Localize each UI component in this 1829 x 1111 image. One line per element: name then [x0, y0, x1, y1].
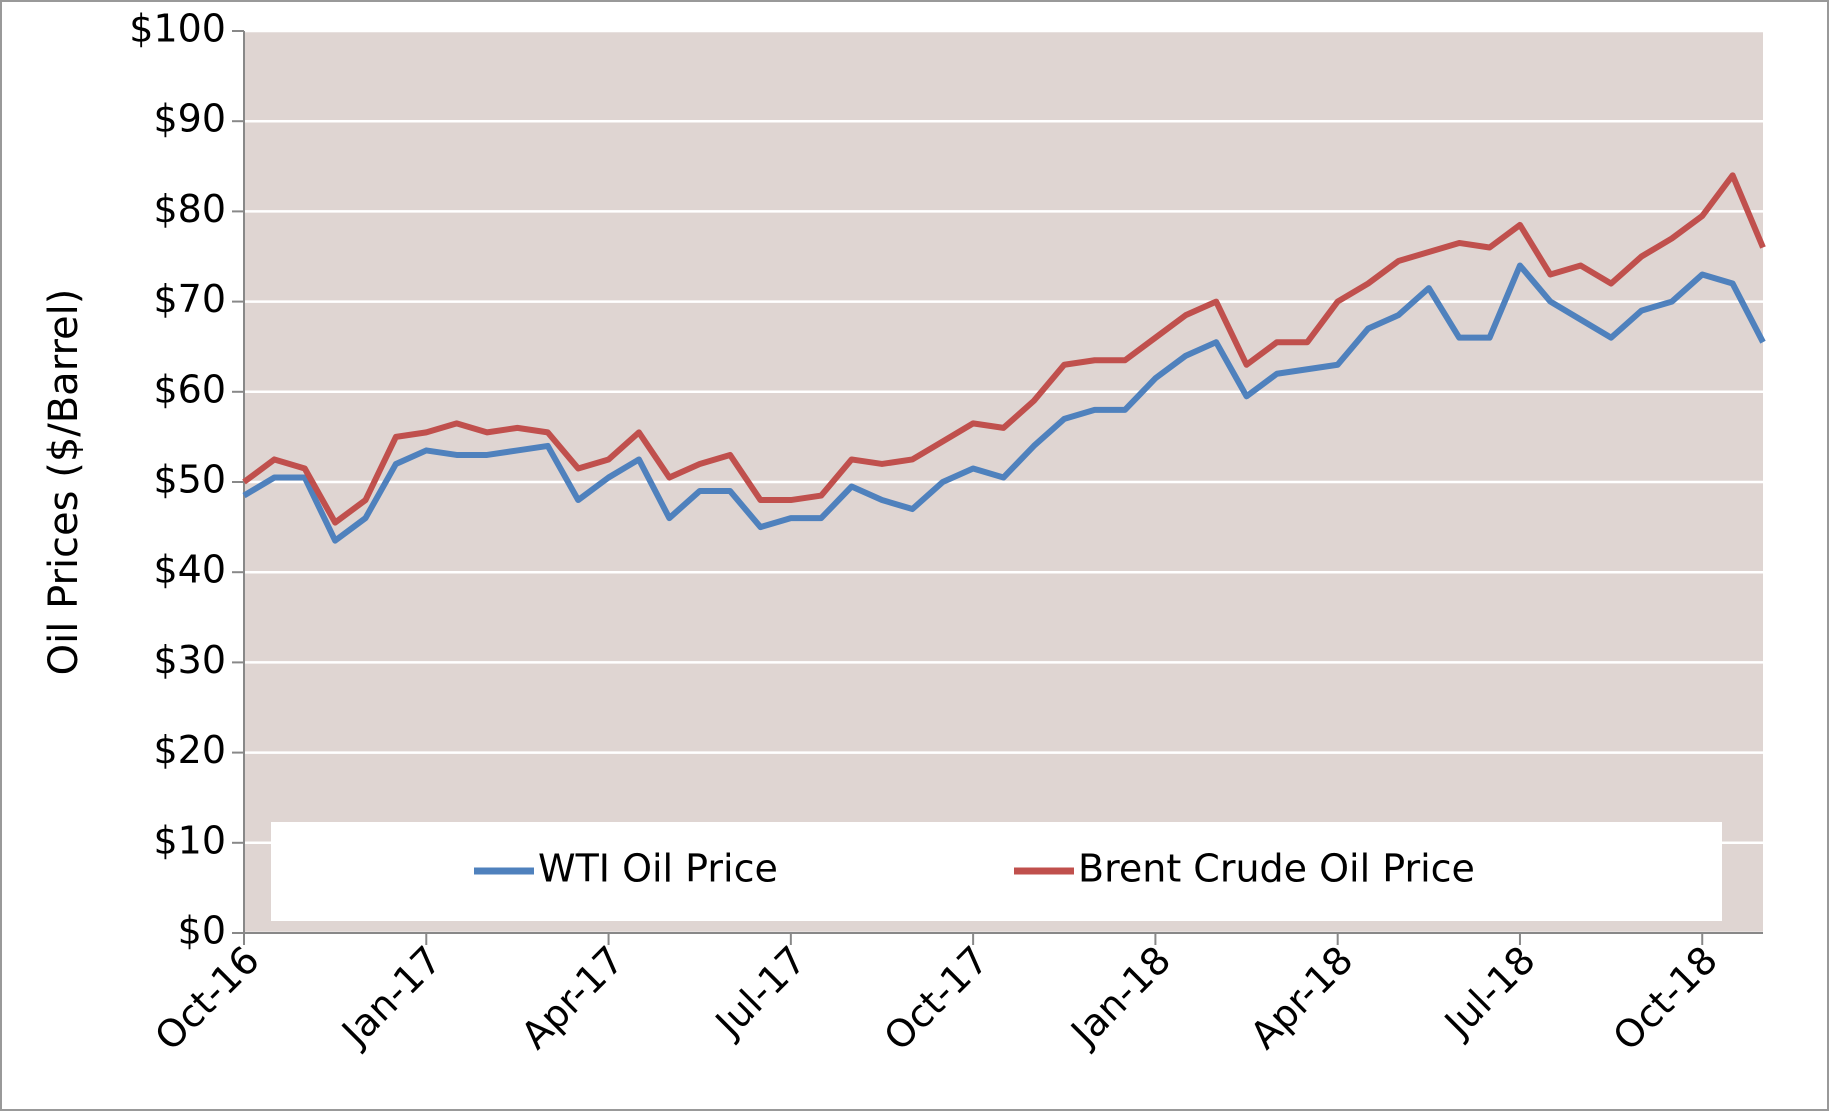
y-axis-title: Oil Prices ($/Barrel) — [41, 289, 87, 676]
y-tick-label: $100 — [129, 7, 226, 51]
y-tick-label: $60 — [153, 367, 226, 411]
y-tick-label: $20 — [153, 728, 226, 772]
y-tick-label: $70 — [153, 277, 226, 321]
y-tick-label: $0 — [178, 909, 226, 953]
y-tick-label: $40 — [153, 548, 226, 592]
legend-label: WTI Oil Price — [538, 847, 778, 891]
y-tick-label: $90 — [153, 97, 226, 141]
y-tick-label: $10 — [153, 818, 226, 862]
legend-label: Brent Crude Oil Price — [1078, 847, 1475, 891]
y-tick-label: $30 — [153, 638, 226, 682]
data-line — [242, 172, 1766, 526]
data-line — [242, 262, 1766, 544]
y-tick-label: $50 — [153, 458, 226, 502]
y-tick-label: $80 — [153, 187, 226, 231]
